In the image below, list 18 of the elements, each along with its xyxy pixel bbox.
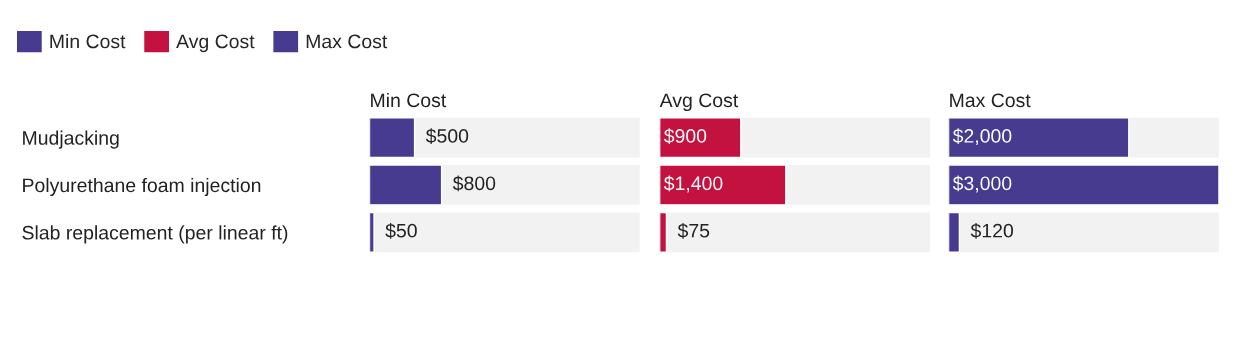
chart-title: Max Cost (950, 93, 1031, 108)
legend-label: Avg Cost (176, 34, 255, 53)
y-tick-label: Slab replacement (per linear ft) (22, 225, 288, 244)
chart-title: Min Cost (371, 92, 447, 108)
y-tick-label: Mudjacking (23, 130, 119, 149)
y-tick-label: Polyurethane foam injection (23, 177, 261, 197)
data-label: $500 (425, 128, 469, 144)
chart-title: Avg Cost (659, 93, 739, 112)
data-label: $800 (452, 175, 496, 192)
data-label: $3,000 (952, 175, 1012, 193)
text: Max Cost (306, 34, 388, 49)
data-label: $1,400 (663, 175, 723, 193)
data-label: $2,000 (952, 128, 1012, 146)
data-label: $50 (385, 222, 417, 239)
legend-label: Min Cost (50, 34, 126, 49)
data-label: $900 (663, 128, 707, 144)
data-label: $75 (677, 222, 710, 239)
data-label: $120 (970, 222, 1014, 239)
